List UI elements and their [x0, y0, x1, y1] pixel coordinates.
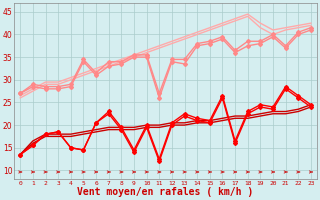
X-axis label: Vent moyen/en rafales ( km/h ): Vent moyen/en rafales ( km/h ): [77, 187, 254, 197]
